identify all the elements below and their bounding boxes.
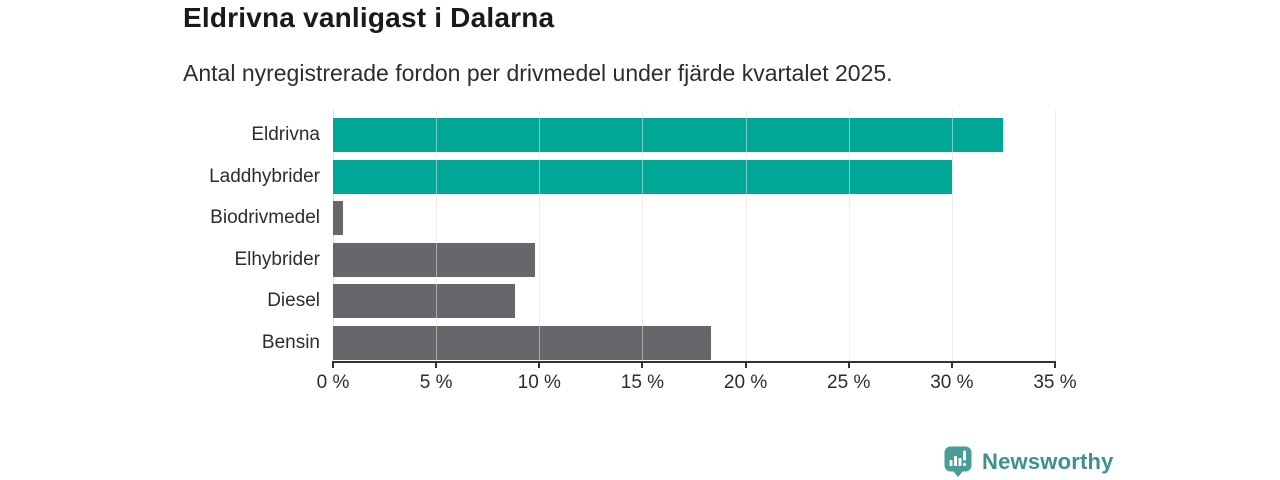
brand-footer: Newsworthy xyxy=(944,446,1114,477)
gridline xyxy=(745,110,747,361)
axis-tick xyxy=(847,361,850,368)
gridline xyxy=(951,110,953,361)
chart-subtitle: Antal nyregistrerade fordon per drivmede… xyxy=(183,60,893,86)
axis-tick-label: 25 % xyxy=(827,372,871,393)
axis-tick-label: 0 % xyxy=(316,372,350,393)
axis-tick-label: 20 % xyxy=(723,372,768,393)
gridline xyxy=(539,110,541,361)
gridlines-layer xyxy=(333,110,1056,361)
bar-eldrivna xyxy=(333,118,1004,152)
axis-tick xyxy=(332,361,334,368)
axis-tick xyxy=(641,361,644,368)
category-label-diesel: Diesel xyxy=(267,290,320,312)
axis-tick-label: 15 % xyxy=(620,372,665,393)
axis-tick xyxy=(538,361,541,368)
gridline xyxy=(333,110,334,361)
gridline xyxy=(642,110,644,361)
axis-tick xyxy=(950,361,953,368)
gridline xyxy=(848,110,850,361)
newsworthy-wordmark: Newsworthy xyxy=(982,448,1114,474)
bar-elhybrider xyxy=(333,242,536,277)
bar-row-diesel: Diesel xyxy=(267,284,1055,319)
bar-bensin xyxy=(333,325,711,360)
bar-row-bensin: Bensin xyxy=(262,325,1055,360)
gridline xyxy=(1055,110,1056,361)
axis-tick xyxy=(1054,361,1056,368)
gridline xyxy=(436,110,438,361)
bar-row-eldrivna: Eldrivna xyxy=(251,118,1055,152)
axis-tick xyxy=(435,361,438,368)
axis-tick-label: 10 % xyxy=(517,372,561,393)
chart-title: Eldrivna vanligast i Dalarna xyxy=(183,2,555,33)
category-label-eldrivna: Eldrivna xyxy=(251,124,320,145)
axis-tick-label: 35 % xyxy=(1033,372,1077,393)
bar-biodrivmedel xyxy=(333,201,344,236)
x-axis-ticks: 0 % 5 % 10 % 15 % 20 % 25 % 30 % 35 % xyxy=(317,110,1077,393)
category-label-elhybrider: Elhybrider xyxy=(234,248,320,270)
category-label-biodrivmedel: Biodrivmedel xyxy=(210,207,320,229)
plot-area: Eldrivna Laddhybrider Biodrivmedel Elhybrid… xyxy=(209,110,1077,393)
axis-tick-label: 5 % xyxy=(419,372,453,393)
bar-laddhybrider xyxy=(333,159,952,194)
bar-row-biodrivmedel: Biodrivmedel xyxy=(210,201,1055,236)
bar-row-laddhybrider: Laddhybrider xyxy=(209,159,1055,194)
bar-diesel xyxy=(333,284,515,319)
category-label-bensin: Bensin xyxy=(261,331,320,353)
newsworthy-logo-icon xyxy=(944,446,972,477)
bar-rows: Eldrivna Laddhybrider Biodrivmedel Elhybrid… xyxy=(209,110,1055,361)
bar-row-elhybrider: Elhybrider xyxy=(234,242,1055,277)
axis-tick-label: 30 % xyxy=(930,372,974,393)
category-label-laddhybrider: Laddhybrider xyxy=(209,165,320,187)
axis-tick xyxy=(744,361,747,368)
